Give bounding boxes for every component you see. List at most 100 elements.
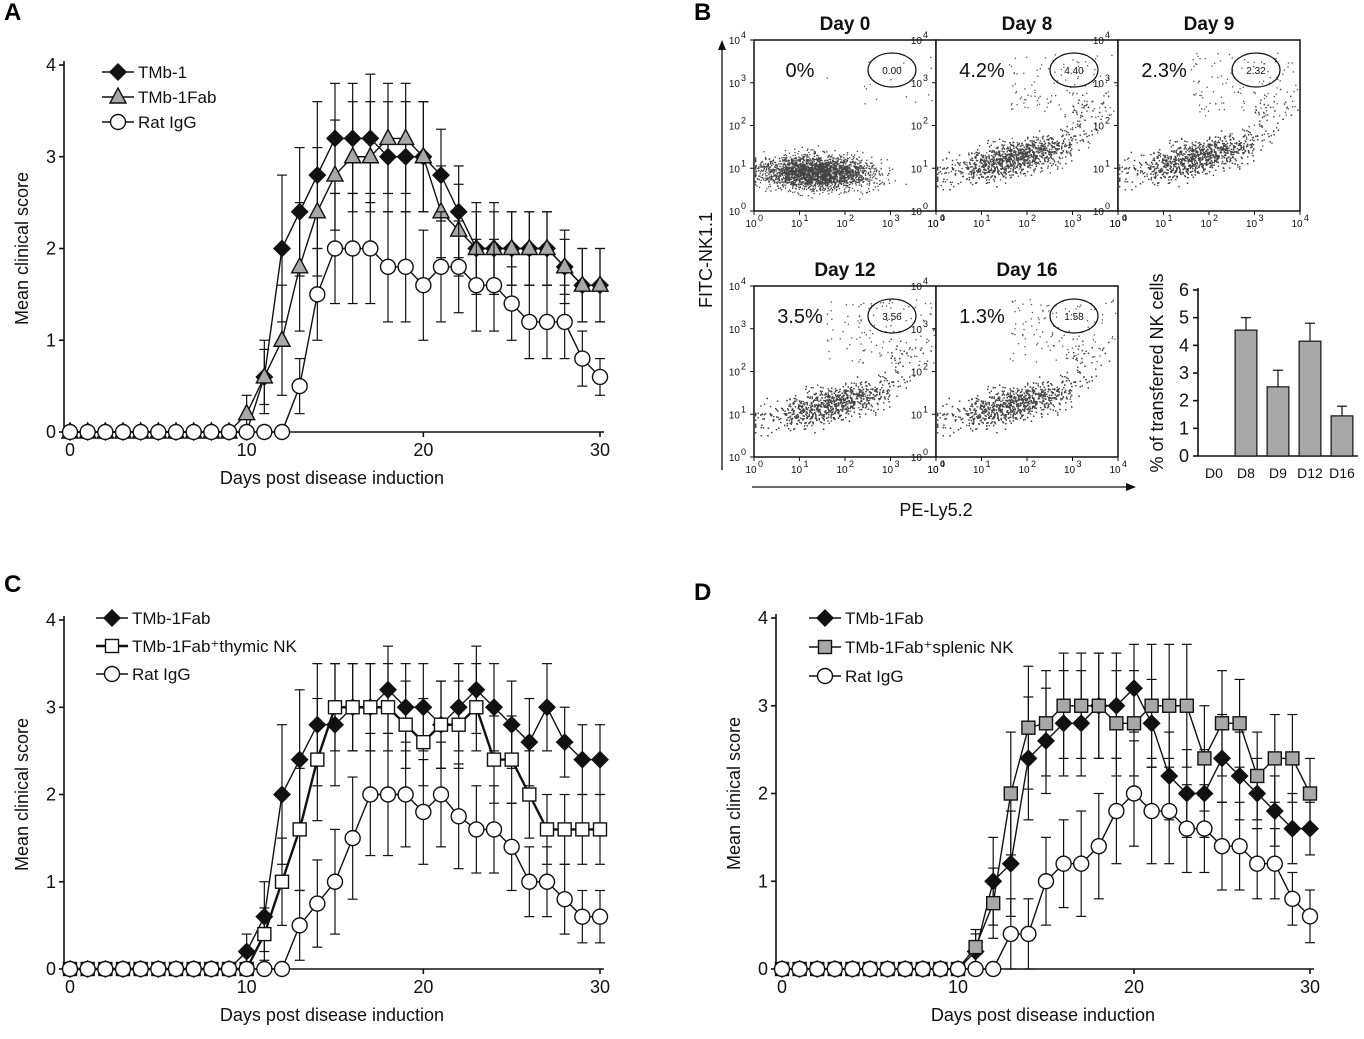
data-point xyxy=(397,258,414,276)
dot xyxy=(813,163,816,165)
dot xyxy=(821,169,823,171)
dot xyxy=(827,171,830,173)
dot xyxy=(817,180,819,182)
dot xyxy=(875,167,877,169)
dot xyxy=(828,193,830,195)
dot xyxy=(828,158,830,160)
dot xyxy=(957,183,960,185)
dot xyxy=(1007,149,1009,151)
dot xyxy=(959,170,962,173)
dot xyxy=(807,168,809,170)
dot xyxy=(1022,144,1024,146)
dot xyxy=(820,166,822,169)
dot xyxy=(800,164,802,166)
dot xyxy=(835,186,837,188)
dot xyxy=(1069,142,1071,144)
dot xyxy=(979,169,982,171)
dot xyxy=(838,188,840,190)
dot xyxy=(850,161,852,164)
dot xyxy=(795,176,797,178)
dot xyxy=(1024,172,1026,175)
dot xyxy=(791,161,793,163)
dot xyxy=(798,173,800,175)
dot xyxy=(808,170,810,172)
dot xyxy=(757,170,759,172)
dot xyxy=(1072,127,1074,129)
dot xyxy=(818,159,820,161)
dot xyxy=(1034,159,1037,161)
dot xyxy=(820,159,822,162)
dot xyxy=(981,176,983,178)
dot xyxy=(806,182,809,184)
dot xyxy=(755,180,757,183)
dot xyxy=(818,165,821,167)
dot xyxy=(996,147,999,150)
dot xyxy=(1009,149,1011,151)
dot xyxy=(784,167,786,169)
dot xyxy=(1001,144,1004,146)
dot xyxy=(819,171,821,173)
dot xyxy=(794,191,796,193)
dot xyxy=(1005,168,1007,170)
dot xyxy=(829,156,832,158)
dot xyxy=(759,166,762,168)
data-point xyxy=(167,423,185,441)
dot xyxy=(989,162,991,165)
dot xyxy=(811,185,813,187)
dot xyxy=(1047,145,1049,147)
dot xyxy=(858,162,861,165)
dot xyxy=(1024,163,1026,165)
dot xyxy=(833,161,835,163)
dot xyxy=(1072,138,1074,140)
dot xyxy=(840,182,842,185)
dot xyxy=(787,164,789,166)
dot xyxy=(989,161,992,163)
dot xyxy=(842,168,844,171)
dot xyxy=(796,163,798,165)
dot xyxy=(1061,143,1063,145)
dot xyxy=(853,190,855,192)
dot xyxy=(830,165,832,167)
dot xyxy=(982,159,984,161)
dot xyxy=(777,185,779,187)
dot xyxy=(868,165,870,167)
dot xyxy=(832,157,834,159)
dot xyxy=(800,183,802,186)
dot xyxy=(768,170,770,172)
data-point xyxy=(291,377,308,395)
dot xyxy=(1064,145,1066,148)
dot xyxy=(846,159,848,161)
dot xyxy=(1012,168,1015,170)
dot xyxy=(995,151,997,153)
dot xyxy=(866,164,868,166)
dot xyxy=(1041,150,1043,152)
dot xyxy=(883,182,885,184)
dot xyxy=(762,179,765,181)
dot xyxy=(819,168,821,171)
dot xyxy=(861,179,863,181)
dot xyxy=(847,186,849,188)
dot xyxy=(809,171,811,173)
dot xyxy=(770,174,772,176)
dot xyxy=(778,176,780,178)
data-point xyxy=(61,423,79,441)
dot xyxy=(866,179,868,181)
dot xyxy=(836,161,839,163)
series-3 xyxy=(61,192,609,441)
dot xyxy=(1048,153,1050,155)
dot xyxy=(822,166,824,168)
dot xyxy=(852,178,854,180)
dot xyxy=(879,173,881,175)
dot xyxy=(984,177,987,179)
dot xyxy=(1076,142,1078,144)
dot xyxy=(832,164,834,166)
dot xyxy=(811,182,814,184)
dot xyxy=(986,172,988,174)
dot xyxy=(1100,118,1102,120)
dot xyxy=(795,172,798,174)
dot xyxy=(832,173,834,175)
dot xyxy=(771,170,774,172)
dot xyxy=(1042,138,1044,140)
dot xyxy=(759,163,761,166)
